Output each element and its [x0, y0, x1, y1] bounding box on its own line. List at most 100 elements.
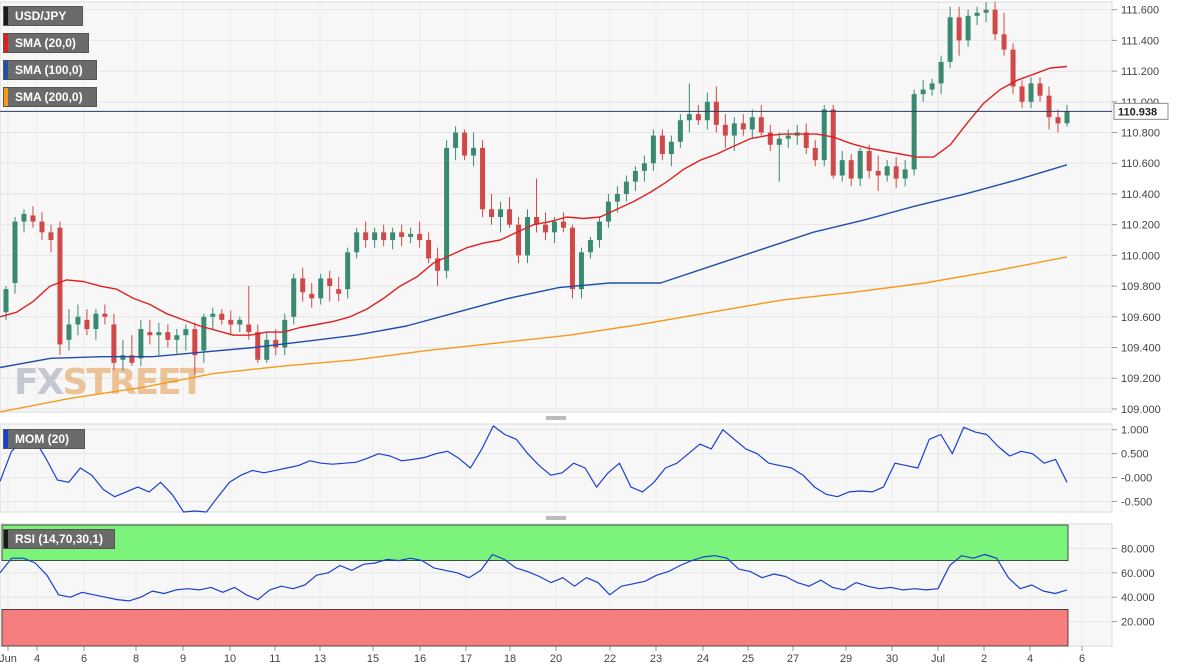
- candle: [587, 236, 593, 259]
- candle: [66, 309, 72, 351]
- candle: [21, 209, 27, 233]
- candle-body: [1064, 111, 1070, 124]
- candle-body: [435, 258, 441, 271]
- candle-body: [93, 313, 99, 330]
- candle-body: [345, 252, 351, 290]
- candle: [282, 313, 288, 356]
- candle: [183, 324, 189, 351]
- candle-body: [102, 313, 108, 317]
- candle-body: [713, 101, 719, 125]
- mom-y-tick-label: 0.500: [1121, 449, 1149, 461]
- sma-200-swatch: [4, 88, 8, 106]
- legend-rsi[interactable]: RSI (14,70,30,1): [3, 529, 115, 549]
- x-tick-label: 22: [604, 653, 616, 665]
- price-y-tick-label: 110.200: [1121, 220, 1160, 232]
- candle-body: [399, 232, 405, 237]
- candle-body: [785, 135, 791, 139]
- legend-mom[interactable]: MOM (20): [3, 429, 85, 449]
- candle-body: [839, 160, 845, 176]
- candle: [1010, 43, 1016, 95]
- price-y-tick-label: 111.400: [1121, 35, 1159, 47]
- candle: [291, 273, 297, 325]
- candle: [498, 201, 504, 233]
- candle: [1046, 86, 1052, 130]
- mom-line: [0, 425, 1068, 513]
- candle: [848, 154, 854, 187]
- candle: [974, 6, 980, 26]
- candle-body: [300, 278, 306, 293]
- candle: [363, 221, 369, 248]
- mom-y-tick-label: 1.000: [1121, 425, 1149, 437]
- candle: [39, 212, 45, 241]
- candle-body: [857, 150, 863, 179]
- candle-body: [830, 109, 836, 176]
- legend-sma-200[interactable]: SMA (200,0): [3, 87, 97, 107]
- x-tick-label: 2: [981, 653, 987, 665]
- x-tick-label: 8: [133, 653, 139, 665]
- candle-body: [489, 209, 495, 217]
- candle: [1028, 77, 1034, 108]
- candle: [516, 216, 522, 264]
- candle: [102, 304, 108, 325]
- candle-body: [453, 132, 459, 148]
- candle: [93, 309, 99, 340]
- candle-body: [75, 316, 81, 325]
- mom-y-tick-label: -0.000: [1121, 473, 1152, 485]
- legend-sma-100[interactable]: SMA (100,0): [3, 60, 97, 80]
- candle: [1037, 77, 1043, 102]
- candle: [228, 310, 234, 336]
- candle: [893, 157, 899, 188]
- candle-body: [21, 213, 27, 222]
- mom-y-axis: 1.000 0.500 -0.000 -0.500: [0, 425, 1152, 508]
- rsi-y-tick-label: 20.000: [1121, 617, 1155, 629]
- legend-usdjpy[interactable]: USD/JPY: [3, 6, 83, 26]
- candle: [201, 313, 207, 363]
- candle: [650, 129, 656, 171]
- candle-body: [884, 166, 890, 176]
- candle-body: [758, 117, 764, 133]
- last-price-label-box: [1113, 102, 1169, 120]
- candle: [938, 55, 944, 95]
- legend-sma-20[interactable]: SMA (20,0): [3, 33, 89, 53]
- candle-body: [174, 335, 180, 340]
- candle: [129, 335, 135, 366]
- candle: [866, 144, 872, 179]
- candle-body: [327, 278, 333, 287]
- rsi-y-tick-label: 80.000: [1121, 543, 1155, 555]
- candle-body: [1001, 34, 1007, 50]
- candle: [255, 324, 261, 363]
- candle-body: [956, 17, 962, 41]
- candle: [947, 6, 953, 69]
- candle-body: [686, 114, 692, 121]
- candle: [345, 247, 351, 299]
- price-y-tick-label: 111.200: [1121, 66, 1159, 78]
- candle-body: [605, 201, 611, 222]
- candle: [1019, 80, 1025, 108]
- x-tick-label: 30: [886, 653, 898, 665]
- candle-body: [408, 233, 414, 237]
- candle: [480, 140, 486, 217]
- candle-body: [228, 319, 234, 325]
- x-tick-label: 16: [414, 653, 426, 665]
- candle-body: [30, 215, 36, 222]
- price-y-tick-label: 110.800: [1121, 128, 1160, 140]
- candle-body: [3, 289, 9, 313]
- candle-body: [740, 123, 746, 130]
- candle-body: [417, 233, 423, 241]
- price-y-tick-label: 111.600: [1121, 5, 1159, 17]
- price-y-tick-label: 109.400: [1121, 343, 1161, 355]
- candle-body: [551, 221, 557, 233]
- price-y-tick-label: 109.800: [1121, 281, 1161, 293]
- candle: [776, 132, 782, 182]
- candle: [857, 147, 863, 187]
- x-tick-label: 6: [81, 653, 87, 665]
- candle: [542, 212, 548, 241]
- candle: [3, 286, 9, 320]
- price-y-axis: 109.000 109.200 109.400 109.600 109.800 110.0…: [0, 5, 1161, 416]
- candle: [875, 155, 881, 191]
- candle: [120, 339, 126, 371]
- candle-body: [596, 221, 602, 241]
- candle-body: [246, 324, 252, 333]
- candle: [336, 276, 342, 302]
